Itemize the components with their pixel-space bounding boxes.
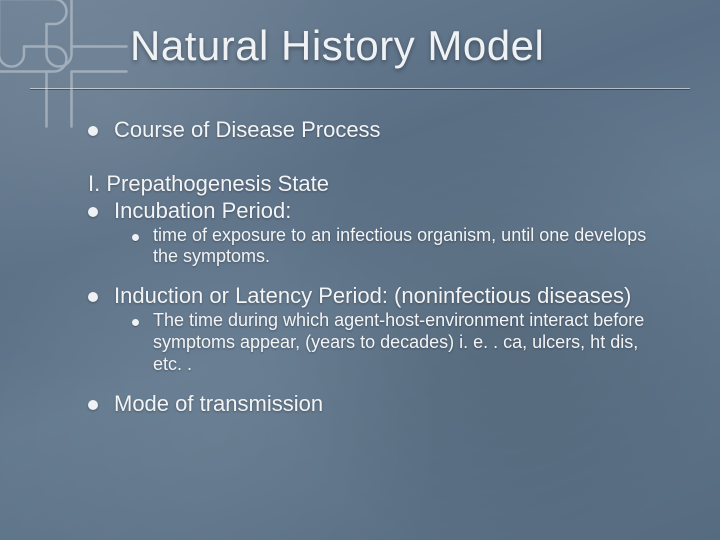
list-subitem: The time during which agent-host-environ… (132, 310, 664, 376)
list-item: Mode of transmission (88, 390, 664, 418)
bullet-icon (88, 400, 98, 410)
subitem-text: time of exposure to an infectious organi… (153, 225, 664, 269)
item-text: Incubation Period: (114, 197, 664, 225)
slide-title: Natural History Model (130, 22, 680, 70)
section-heading: I. Prepathogenesis State (88, 170, 664, 198)
bullet-icon (88, 292, 98, 302)
bullet-icon (132, 234, 139, 241)
bullet-icon (88, 126, 98, 136)
item-text: Induction or Latency Period: (noninfecti… (114, 282, 664, 310)
bullet-icon (88, 207, 98, 217)
list-item: Incubation Period: (88, 197, 664, 225)
item-text: Mode of transmission (114, 390, 664, 418)
title-area: Natural History Model (0, 0, 720, 80)
slide-body: Course of Disease Process I. Prepathogen… (0, 90, 720, 417)
list-subitem: time of exposure to an infectious organi… (132, 225, 664, 269)
bullet-icon (132, 319, 139, 326)
item-text: Course of Disease Process (114, 116, 664, 144)
list-item: Course of Disease Process (88, 116, 664, 144)
subitem-text: The time during which agent-host-environ… (153, 310, 664, 376)
list-item: Induction or Latency Period: (noninfecti… (88, 282, 664, 310)
